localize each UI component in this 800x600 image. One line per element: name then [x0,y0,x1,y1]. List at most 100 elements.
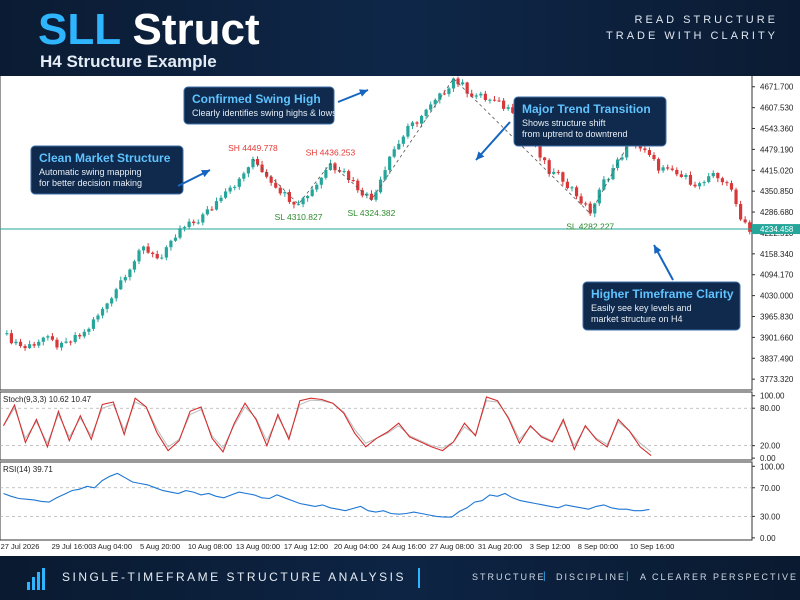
candle-body [41,337,45,342]
candle-body [565,181,570,189]
footer-item-perspective: A CLEARER PERSPECTIVE [640,572,799,582]
candle-body [579,196,583,204]
candle-body [442,93,446,95]
candle-body [401,136,405,144]
price-tick-label: 4158.340 [760,250,794,259]
candle-body [246,167,250,174]
candle-body [82,331,86,337]
candle-body [73,335,77,342]
footer-item-structure: STRUCTURE [472,572,546,582]
candle-body [201,214,205,223]
candle-body [638,146,642,149]
candle-body [643,148,647,151]
price-tick-label: 4094.170 [760,271,794,280]
candle-body [625,144,629,158]
candle-body [14,341,18,344]
footer-item-discipline: DISCIPLINE [556,572,627,582]
candle-body [32,344,36,346]
footer-main-text: SINGLE-TIMEFRAME STRUCTURE ANALYSIS [62,570,406,584]
candle-body [456,78,460,85]
time-tick-label: 10 Aug 08:00 [188,542,232,551]
candle-body [374,192,378,200]
candle-body [37,341,41,346]
candle-body [479,93,483,96]
time-tick-label: 10 Sep 16:00 [630,542,675,551]
time-tick-label: 27 Jul 2026 [1,542,40,551]
callout-background [30,145,184,195]
candle-body [182,227,187,229]
candle-body [656,159,661,171]
candle-body [684,174,688,177]
candle-body [460,82,465,85]
candle-body [100,308,105,316]
arrow-head-icon [654,245,662,254]
price-tick-label: 4286.680 [760,208,794,217]
callout-box: Clean Market Structure Automatic swing ma… [30,145,211,195]
candle-body [337,170,342,172]
callout-text: market structure on H4 [591,314,683,324]
candle-body [693,184,697,187]
price-tick-label: 3901.660 [760,333,794,342]
candle-body [265,172,269,177]
osc-tick-label: 100.00 [760,392,785,401]
candle-body [711,173,715,177]
callout-background [183,86,335,125]
candle-body [410,122,415,126]
candle-body [164,247,168,258]
candle-body [547,160,551,174]
candle-body [538,145,542,158]
tagline-line-1: READ STRUCTURE [634,14,778,26]
current-price-label: 4234.458 [760,225,794,234]
candle-body [451,78,456,89]
candle-body [328,163,333,170]
candle-body [470,93,474,97]
time-axis: 27 Jul 2026 29 Jul 16:00 3 Aug 04:00 5 Aug … [1,542,675,551]
arrow-head-icon [359,89,368,97]
candle-body [707,176,711,183]
candle-body [210,209,214,211]
brand-title-accent: SLL [38,5,121,54]
candle-body [670,168,674,170]
candle-body [137,250,141,262]
price-tick-label: 3837.490 [760,354,794,363]
candle-body [465,82,469,94]
callout-box: Major Trend Transition Shows structure sh… [475,96,667,161]
time-tick-label: 13 Aug 00:00 [236,542,280,551]
time-tick-label: 27 Aug 08:00 [430,542,474,551]
stoch-label: Stoch(9,3,3) 10.62 10.47 [3,395,92,404]
candle-body [574,187,579,197]
candle-body [315,184,319,190]
candle-body [488,99,492,101]
candle-body [720,178,724,183]
candle-body [78,335,82,337]
candle-body [224,191,228,198]
candle-body [447,88,451,94]
candle-body [219,197,223,202]
candle-body [55,339,59,348]
brand-subtitle: H4 Structure Example [40,52,217,71]
candle-body [274,182,278,188]
candle-body [324,169,328,178]
candle-body [196,222,200,224]
candle-body [119,280,123,290]
callout-title: Major Trend Transition [522,102,651,116]
candle-body [556,171,560,173]
candle-body [679,174,683,177]
candle-body [306,195,310,199]
candle-body [611,168,615,180]
candle-body [123,277,127,281]
candle-body [620,157,624,160]
candle-body [588,203,592,214]
callout-text: from uptrend to downtrend [522,129,628,139]
candle-body [9,333,13,344]
candle-body [255,158,260,165]
header-banner: SLL Struct H4 Structure Example READ STR… [0,0,800,76]
candle-body [50,336,55,340]
candle-body [406,125,410,137]
candle-body [87,328,91,332]
time-tick-label: 3 Sep 12:00 [530,542,570,551]
candle-body [178,228,182,238]
price-tick-label: 4350.850 [760,187,794,196]
